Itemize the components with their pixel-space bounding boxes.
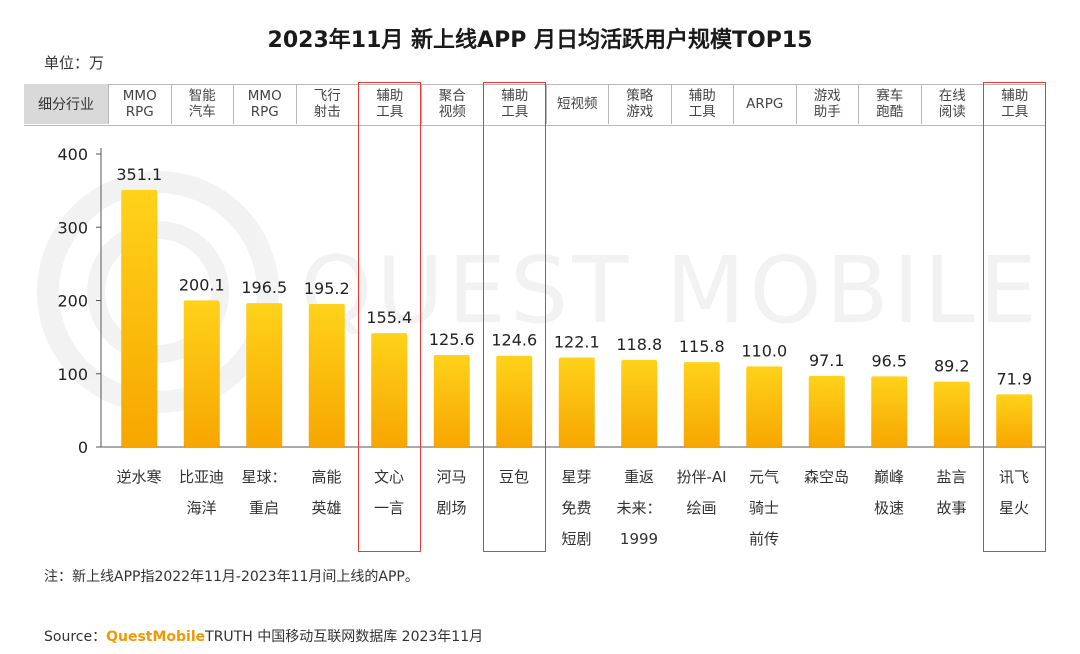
bar xyxy=(433,354,470,447)
bar-value-label: 124.6 xyxy=(491,331,537,350)
bar-value-label: 195.2 xyxy=(304,279,350,298)
x-tick-label: 比亚迪 海洋 xyxy=(178,468,224,517)
y-tick-label: 400 xyxy=(57,145,88,164)
x-tick-label: 豆包 xyxy=(498,468,529,486)
x-tick-label: 森空岛 xyxy=(803,468,849,486)
source-line: Source：QuestMobileTRUTH 中国移动互联网数据库 2023年… xyxy=(44,626,483,646)
bar xyxy=(871,376,908,447)
source-suffix: TRUTH 中国移动互联网数据库 2023年11月 xyxy=(205,629,484,645)
bar xyxy=(933,381,970,447)
bar-value-label: 122.1 xyxy=(554,333,600,352)
x-tick-label: 文心 一言 xyxy=(373,468,404,517)
bar-value-label: 351.1 xyxy=(116,165,162,184)
industry-cell: 辅助 工具 xyxy=(670,84,734,124)
bar xyxy=(808,375,845,447)
industry-header: 细分行业 xyxy=(24,84,108,124)
bar xyxy=(558,357,595,447)
bar xyxy=(121,189,158,447)
bar-value-label: 200.1 xyxy=(179,275,225,294)
highlight-box xyxy=(358,82,421,552)
x-tick-label: 星芽 免费 短剧 xyxy=(561,468,592,548)
x-tick-label: 逆水寒 xyxy=(116,468,162,486)
bar-value-label: 125.6 xyxy=(429,330,475,349)
industry-cell: MMO RPG xyxy=(108,84,171,124)
bar-value-label: 115.8 xyxy=(679,337,725,356)
bar xyxy=(496,355,533,447)
bar-value-label: 118.8 xyxy=(616,335,662,354)
industry-cell: 游戏 助手 xyxy=(795,84,859,124)
bar-value-label: 155.4 xyxy=(366,308,412,327)
bar-value-label: 71.9 xyxy=(996,369,1032,388)
industry-cell: 短视频 xyxy=(545,84,609,124)
bar-value-label: 97.1 xyxy=(809,351,845,370)
y-tick-label: 200 xyxy=(57,292,88,311)
industry-band xyxy=(24,84,1046,126)
bar xyxy=(683,362,720,447)
bar xyxy=(308,304,345,447)
y-tick-label: 0 xyxy=(78,438,88,457)
x-tick-label: 元气 骑士 前传 xyxy=(748,468,779,548)
highlight-box xyxy=(483,82,546,552)
industry-cell: 智能 汽车 xyxy=(170,84,234,124)
x-tick-label: 巅峰 极速 xyxy=(873,468,904,517)
y-tick-label: 300 xyxy=(57,218,88,237)
bar-value-label: 89.2 xyxy=(934,357,970,376)
bar xyxy=(996,394,1033,447)
unit-label: 单位：万 xyxy=(44,54,105,72)
industry-cell: 在线 阅读 xyxy=(920,84,984,124)
industry-cell: 策略 游戏 xyxy=(608,84,671,124)
highlight-box xyxy=(983,82,1046,552)
source-prefix: Source： xyxy=(44,629,107,645)
x-tick-label: 扮伴-AI 绘画 xyxy=(676,468,727,517)
footnote: 注：新上线APP指2022年11月-2023年11月间上线的APP。 xyxy=(44,569,419,585)
bar-value-label: 196.5 xyxy=(241,278,287,297)
bar-value-label: 110.0 xyxy=(741,341,787,360)
industry-cell: ARPG xyxy=(733,84,796,124)
x-tick-label: 星球： 重启 xyxy=(241,468,287,517)
x-tick-label: 高能 英雄 xyxy=(311,468,342,517)
x-tick-label: 讯飞 星火 xyxy=(998,468,1029,517)
bar xyxy=(183,300,220,447)
industry-cell: MMO RPG xyxy=(233,84,296,124)
x-tick-label: 盐言 故事 xyxy=(936,468,967,517)
bar xyxy=(746,366,783,447)
x-tick-label: 河马 剧场 xyxy=(436,468,467,517)
source-brand: QuestMobile xyxy=(106,629,206,645)
x-tick-label: 重返 未来： 1999 xyxy=(616,468,662,548)
industry-cell: 飞行 射击 xyxy=(295,84,359,124)
bar-value-label: 96.5 xyxy=(871,351,907,370)
y-tick-label: 100 xyxy=(57,365,88,384)
bar xyxy=(371,333,408,447)
industry-cell: 聚合 视频 xyxy=(420,84,484,124)
bar xyxy=(621,359,658,447)
chart-title: 2023年11月 新上线APP 月日均活跃用户规模TOP15 xyxy=(267,28,813,53)
bar xyxy=(246,303,283,447)
industry-cell: 赛车 跑酷 xyxy=(858,84,921,124)
